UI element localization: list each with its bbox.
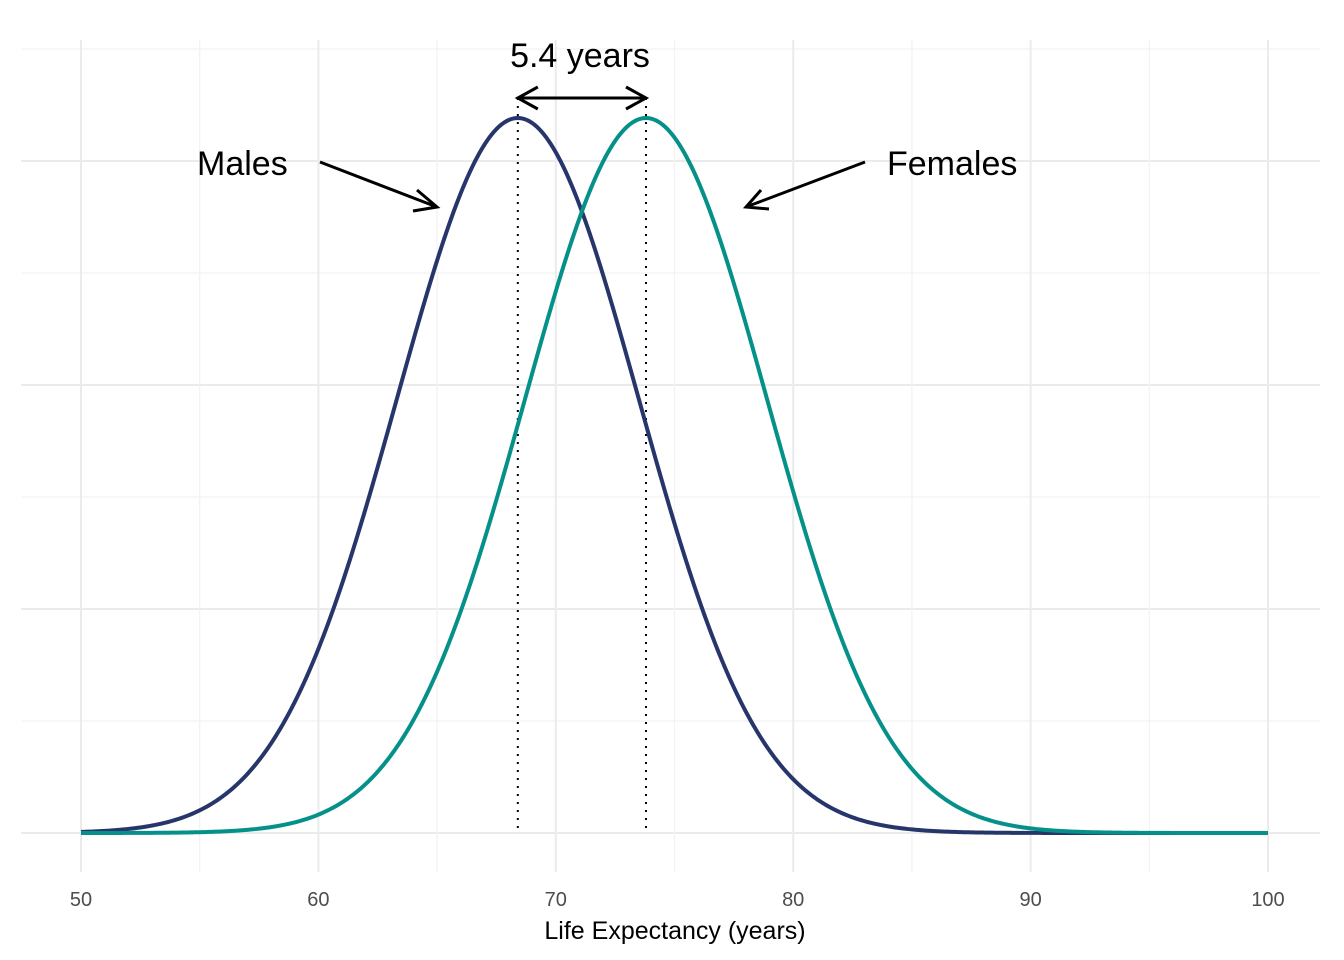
females-arrow-head [742,189,770,211]
females-arrow-line [745,160,866,209]
x-axis-title: Life Expectancy (years) [544,917,805,945]
x-tick-label: 60 [307,889,329,911]
males-arrow-line [319,160,438,209]
females-label: Females [887,145,1017,183]
gap-arrow-head-right [625,85,650,111]
males-arrow [319,160,441,213]
gap-arrow [514,85,650,111]
x-tick-label: 70 [545,889,567,911]
grid [21,40,1320,872]
gap-label: 5.4 years [510,37,650,75]
curve-females [81,116,1268,835]
x-tick-labels: 50 60 70 80 90 100 [70,889,1285,911]
x-tick-label: 100 [1251,889,1284,911]
x-tick-label: 50 [70,889,92,911]
x-tick-label: 80 [782,889,804,911]
males-label: Males [197,145,288,183]
x-tick-label: 90 [1019,889,1041,911]
females-arrow [742,160,866,211]
males-arrow-head [412,188,441,213]
gap-arrow-head-left [514,85,539,111]
curves [80,116,1268,835]
